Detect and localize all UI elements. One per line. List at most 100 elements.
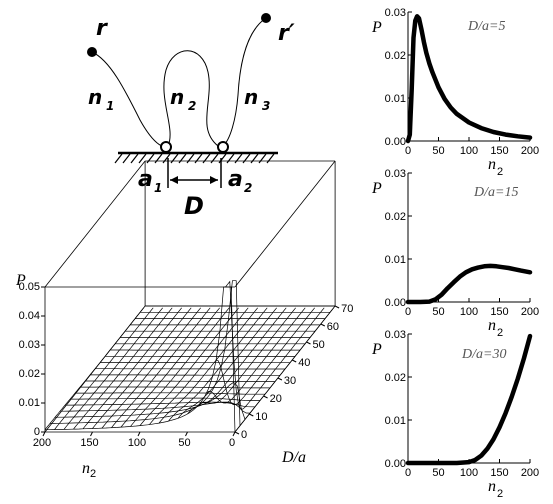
- x-axis-label-sub: 2: [497, 327, 503, 339]
- Da-tick: [291, 359, 297, 363]
- label-a2: a: [228, 167, 243, 192]
- hatch-stroke: [226, 153, 235, 164]
- x-axis-label-sub: 2: [497, 166, 503, 178]
- y-tick-label: 0.00: [385, 458, 406, 470]
- Da-tick: [249, 413, 254, 417]
- anchor-a2: [217, 141, 229, 153]
- y-axis-label: P: [371, 341, 382, 358]
- mesh-line-D: [44, 307, 144, 430]
- mesh-line-D: [73, 307, 173, 430]
- n2-tick: [90, 431, 93, 437]
- x-axis-label: n: [488, 156, 496, 173]
- Da-tick-label: 20: [270, 393, 282, 405]
- z-tick-label: 0.03: [19, 339, 40, 351]
- data-curve: [405, 263, 533, 305]
- n2-tick: [137, 431, 141, 437]
- mesh-line-D: [130, 307, 230, 427]
- surface-hatching: [114, 153, 275, 164]
- label-n3: n: [244, 85, 258, 109]
- chain-n3: [222, 17, 267, 147]
- hatch-stroke: [258, 153, 267, 164]
- y-axis-label: P: [371, 180, 382, 197]
- x-tick-label: 0: [405, 145, 411, 157]
- mesh-line-D: [92, 307, 192, 429]
- mesh-line-n2: [45, 286, 236, 433]
- arrowhead-right: [210, 176, 218, 184]
- hatch-stroke: [122, 153, 131, 164]
- y-tick-label: 0.02: [385, 372, 406, 384]
- mesh-line-D: [139, 307, 239, 426]
- Da-tick: [234, 431, 240, 435]
- endpoint-r-prime: [261, 13, 271, 23]
- mesh-line-D: [63, 307, 163, 430]
- data-curve: [405, 333, 533, 466]
- data-curve: [405, 14, 533, 144]
- panel-annotation: D/a=15: [473, 185, 518, 200]
- label-n1: n: [88, 85, 102, 109]
- box-edge: [44, 160, 146, 288]
- z-axis-label: P: [15, 272, 26, 289]
- Da-tick-label: 40: [298, 357, 310, 369]
- hatch-stroke: [138, 153, 147, 164]
- n2-tick: [185, 431, 188, 437]
- endpoint-r: [87, 47, 97, 57]
- x-tick-label: 100: [460, 467, 478, 479]
- n2-tick-label: 50: [178, 437, 190, 449]
- n2-tick-label: 150: [80, 437, 98, 449]
- Da-tick: [320, 323, 326, 327]
- mesh-line-D: [120, 307, 220, 428]
- Da-tick: [263, 395, 268, 399]
- z-tick-label: 0.05: [19, 281, 40, 293]
- hatch-stroke: [242, 153, 251, 164]
- Da-tick-label: 30: [284, 375, 296, 387]
- polymer-loop-schematic: r r′ n 1 n 2 n 3 a 1 a 2 D: [87, 13, 295, 220]
- Da-tick-label: 10: [255, 411, 267, 423]
- x-tick-label: 0: [405, 467, 411, 479]
- x-tick-label: 50: [432, 467, 444, 479]
- n2-axis-label: n: [82, 460, 90, 477]
- n2-tick: [232, 431, 236, 437]
- hatch-stroke: [218, 153, 227, 164]
- y-tick-label: 0.00: [385, 297, 406, 309]
- hatch-stroke: [130, 153, 139, 164]
- chain-n1: [91, 51, 165, 148]
- hatch-stroke: [234, 153, 243, 164]
- z-tick-label: 0.01: [19, 397, 40, 409]
- x-tick-label: 100: [460, 306, 478, 318]
- hatch-stroke: [146, 153, 155, 164]
- label-r: r: [96, 16, 108, 41]
- plot-D-a-5: 0.00 0.01 0.02 0.03 0 50 100 150 200 Pn 2 D/a=5: [371, 7, 539, 178]
- y-tick-label: 0.02: [385, 211, 406, 223]
- Da-tick-label: 60: [327, 321, 339, 333]
- hatch-stroke: [194, 153, 203, 164]
- hatch-stroke: [250, 153, 259, 164]
- Da-tick-label: 0: [241, 429, 247, 441]
- n2-tick: [42, 431, 46, 437]
- mesh-line-D: [158, 307, 258, 424]
- panel-annotation: D/a=30: [461, 347, 506, 362]
- box-edge: [234, 160, 336, 288]
- n2-tick-label: 100: [128, 437, 146, 449]
- Da-tick: [277, 377, 283, 381]
- n2-axis-label-sub: 2: [90, 468, 96, 480]
- n2-tick-label: 0: [229, 437, 235, 449]
- label-n3-sub: 3: [262, 99, 270, 113]
- label-n2-sub: 2: [188, 99, 196, 113]
- hatch-stroke: [170, 153, 179, 164]
- mesh-line-D: [111, 307, 211, 428]
- x-tick-label: 0: [405, 306, 411, 318]
- mesh-line-D: [149, 307, 249, 425]
- n2-tick-label: 200: [33, 437, 51, 449]
- hatch-stroke: [202, 153, 211, 164]
- y-axis-label: P: [371, 19, 382, 36]
- y-tick-label: 0.01: [385, 254, 406, 266]
- y-tick-label: 0.01: [385, 93, 406, 105]
- hatch-stroke: [178, 153, 187, 164]
- hatch-stroke: [114, 153, 123, 164]
- mesh-line-D: [196, 307, 296, 408]
- hatch-stroke: [162, 153, 171, 164]
- label-D: D: [184, 192, 204, 220]
